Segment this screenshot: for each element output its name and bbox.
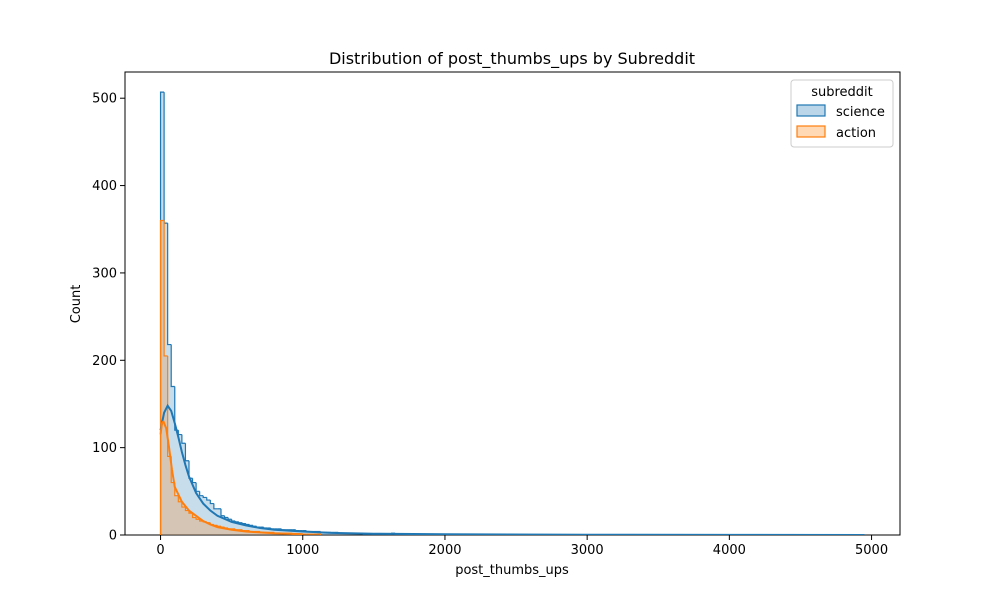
legend-label-action: action [836,126,876,141]
hist-bin-science [227,517,232,520]
hist-bin-science [238,521,243,524]
legend: subreddit science action [790,79,894,148]
hist-bin-action [163,220,168,357]
chart-title: Distribution of post_thumbs_ups by Subre… [329,49,695,69]
x-tick-label: 0 [156,543,164,558]
x-tick: 0 [156,535,165,558]
hist-bin-action [177,495,182,503]
legend-label-science: science [836,105,885,120]
hist-bin-action [316,533,322,535]
hist-fill-science [160,92,865,535]
hist-bin-science [206,497,211,501]
legend-swatch-action [796,125,826,138]
hist-bin-science [241,522,246,525]
y-tick: 0 [109,529,125,544]
y-tick: 100 [92,441,125,456]
x-axis-label: post_thumbs_ups [455,563,569,578]
hist-bin-science [213,503,218,510]
x-tick: 2000 [428,535,462,558]
x-tick: 5000 [855,535,888,558]
hist-bin-action [195,517,200,520]
x-tick: 4000 [713,535,746,558]
y-tick-label: 0 [109,529,117,544]
legend-title: subreddit [811,85,873,100]
x-axis-ticks: 0 1000 2000 3000 4000 5000 [156,535,888,558]
y-tick: 400 [92,179,125,194]
hist-bin-science [220,508,225,517]
x-tick-label: 3000 [571,543,604,558]
y-axis-ticks: 0 100 200 300 400 500 [92,92,125,544]
hist-bin-science [170,344,175,388]
x-tick-label: 4000 [713,543,746,558]
hist-bin-science [245,523,250,526]
hist-bin-action [191,513,197,519]
hist-bin-science [234,521,239,523]
legend-frame [790,79,894,148]
x-tick: 1000 [286,535,319,558]
plot-area [124,71,901,536]
hist-bin-science [231,519,236,522]
hist-bin-science [191,478,197,484]
y-tick: 500 [92,92,125,107]
y-tick: 300 [92,266,125,281]
hist-bin-science [181,434,186,444]
x-tick-label: 5000 [855,543,888,558]
legend-swatch-science [796,104,826,117]
hist-bin-science [202,495,207,499]
hist-bin-science [167,223,172,346]
x-tick-label: 2000 [428,543,461,558]
hist-bin-science [199,491,204,497]
y-tick-label: 100 [92,441,117,456]
x-tick-label: 1000 [286,543,319,558]
hist-bin-science [223,515,229,519]
hist-bin-science [163,92,168,224]
hist-bin-science [177,430,182,436]
y-tick-label: 200 [92,354,117,369]
kde-line-science [159,403,865,535]
hist-bin-science [195,482,200,492]
hist-fill-action [160,220,321,535]
y-tick-label: 500 [92,92,117,107]
y-tick-label: 400 [92,179,117,194]
hist-bin-science [209,500,214,505]
y-tick-label: 300 [92,266,117,281]
series-layer [159,91,865,535]
y-tick: 200 [92,354,125,369]
hist-bin-action [181,501,186,508]
kde-line-action [159,419,303,535]
hist-bin-science [184,443,189,462]
y-axis-label: Count [69,285,84,324]
x-tick: 3000 [571,535,604,558]
axes-frame [124,71,901,536]
